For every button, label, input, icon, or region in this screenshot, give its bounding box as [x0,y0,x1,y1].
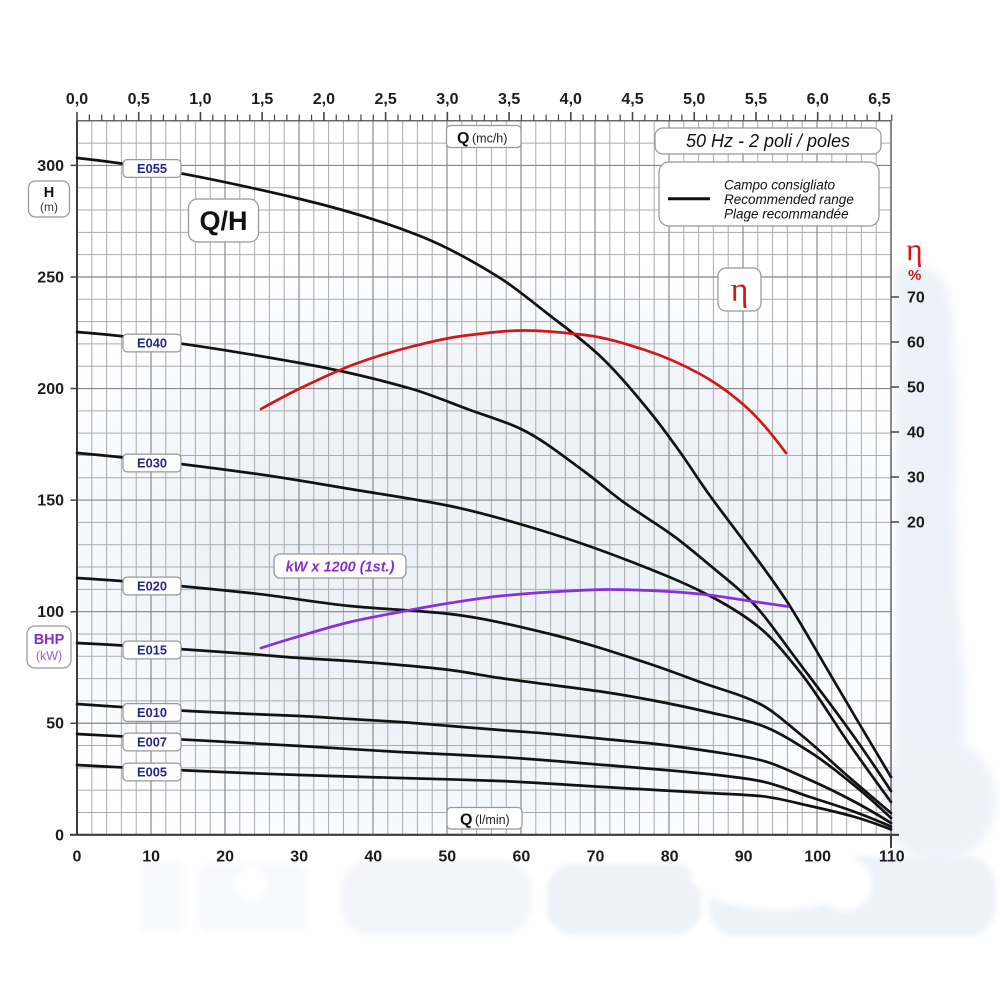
svg-text:100: 100 [37,604,64,621]
svg-text:70: 70 [907,290,925,307]
svg-text:70: 70 [587,849,605,866]
svg-text:(m): (m) [40,200,58,214]
svg-text:3,5: 3,5 [498,91,520,108]
svg-text:E007: E007 [137,735,167,750]
svg-text:Campo consigliato: Campo consigliato [724,178,836,193]
svg-text:300: 300 [37,158,64,175]
svg-text:E040: E040 [137,336,167,351]
svg-text:kW x 1200 (1st.): kW x 1200 (1st.) [286,560,395,576]
svg-text:1,0: 1,0 [189,91,211,108]
svg-text:(kW): (kW) [36,649,62,663]
svg-text:0,0: 0,0 [66,91,88,108]
svg-text:90: 90 [735,849,753,866]
svg-text:4,5: 4,5 [621,91,643,108]
svg-text:80: 80 [661,849,679,866]
svg-text:60: 60 [513,849,531,866]
svg-text:Q: Q [457,130,469,147]
svg-text:2,5: 2,5 [374,91,396,108]
svg-text:1,5: 1,5 [251,91,273,108]
svg-text:50: 50 [46,716,64,733]
svg-text:0,5: 0,5 [128,91,150,108]
svg-text:50: 50 [907,380,925,397]
svg-text:250: 250 [37,270,64,287]
svg-text:Q/H: Q/H [199,206,247,236]
svg-text:20: 20 [216,849,234,866]
svg-text:30: 30 [290,849,308,866]
svg-text:200: 200 [37,381,64,398]
svg-text:20: 20 [907,515,925,532]
svg-text:5,5: 5,5 [745,91,767,108]
svg-text:6,0: 6,0 [807,91,829,108]
svg-text:Plage recommandée: Plage recommandée [724,207,849,222]
svg-text:60: 60 [907,335,925,352]
svg-text:η: η [906,231,923,267]
svg-text:E020: E020 [137,579,167,594]
svg-text:Recommended range: Recommended range [724,192,854,207]
svg-text:0: 0 [55,827,64,844]
svg-text:150: 150 [37,493,64,510]
svg-text:H: H [44,185,54,201]
svg-text:BHP: BHP [34,632,65,648]
svg-text:E055: E055 [137,161,167,176]
svg-text:40: 40 [364,849,382,866]
svg-text:E030: E030 [137,456,167,471]
svg-text:100: 100 [804,849,831,866]
svg-text:3,0: 3,0 [436,91,458,108]
svg-text:40: 40 [907,425,925,442]
svg-text:(l/min): (l/min) [475,813,510,827]
svg-text:0: 0 [73,849,82,866]
svg-text:50: 50 [438,849,456,866]
svg-text:4,0: 4,0 [560,91,582,108]
svg-text:50 Hz - 2 poli / poles: 50 Hz - 2 poli / poles [686,131,850,151]
svg-text:Q: Q [460,812,472,829]
svg-text:η: η [731,272,749,309]
svg-text:110: 110 [879,849,905,866]
svg-text:E015: E015 [137,643,167,658]
svg-text:6,5: 6,5 [868,91,890,108]
svg-text:E005: E005 [137,765,167,780]
svg-text:E010: E010 [137,705,167,720]
svg-text:5,0: 5,0 [683,91,705,108]
svg-text:%: % [908,267,921,284]
svg-text:30: 30 [907,470,925,487]
svg-text:(mc/h): (mc/h) [472,132,507,146]
svg-text:2,0: 2,0 [313,91,335,108]
svg-text:10: 10 [142,849,160,866]
